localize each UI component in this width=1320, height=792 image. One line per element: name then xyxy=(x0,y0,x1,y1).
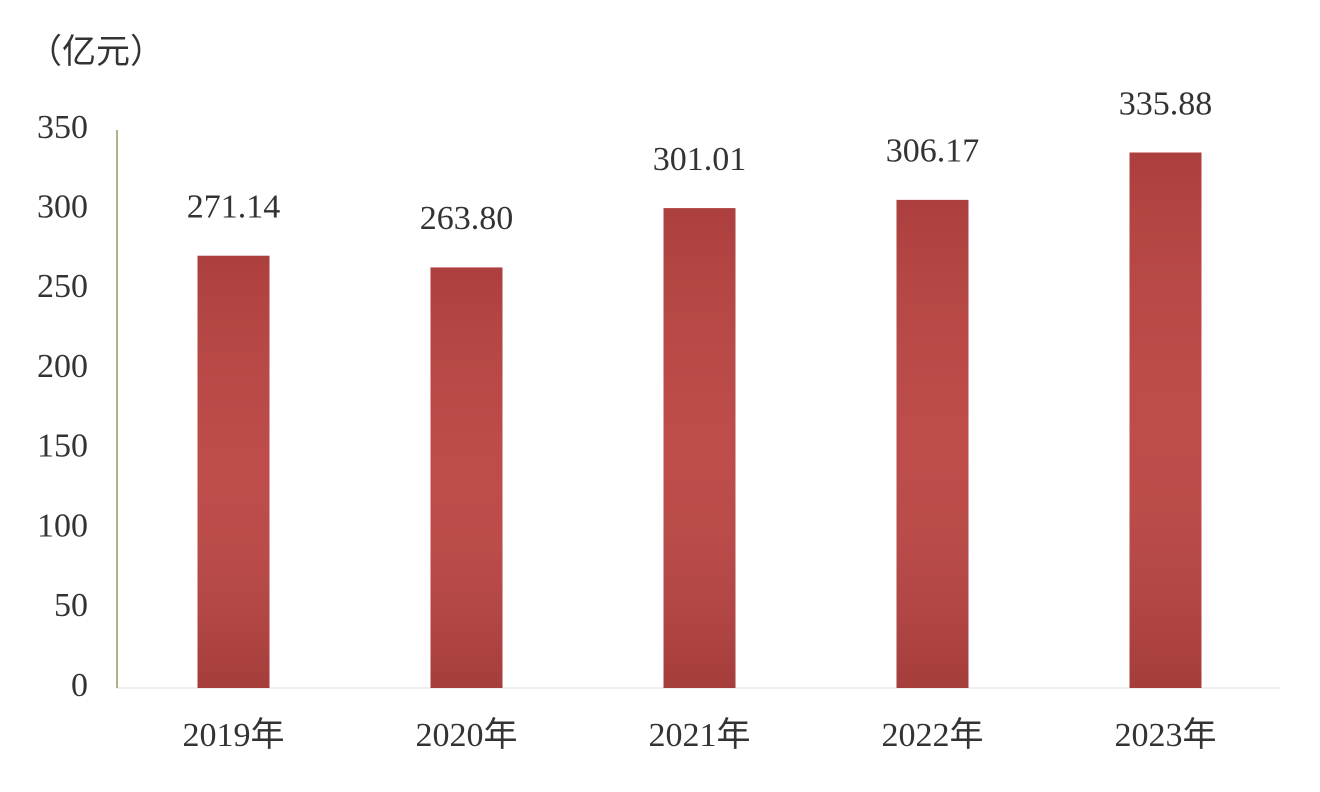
y-tick-label: 350 xyxy=(37,109,88,146)
value-label: 263.80 xyxy=(420,200,514,237)
bar-shade xyxy=(896,199,969,688)
bar-shade xyxy=(663,208,736,688)
y-tick-label: 250 xyxy=(37,268,88,305)
unit-label: （亿元） xyxy=(28,33,164,71)
y-tick-label: 0 xyxy=(71,667,88,704)
bar-shade xyxy=(1129,152,1202,689)
y-tick-label: 50 xyxy=(54,587,88,624)
y-tick-label: 100 xyxy=(37,507,88,544)
bar-shade xyxy=(197,255,270,688)
x-tick-label: 2019年 xyxy=(183,716,285,754)
value-label: 271.14 xyxy=(187,189,281,226)
value-label: 306.17 xyxy=(886,133,980,170)
value-label: 301.01 xyxy=(653,141,747,178)
y-tick-label: 150 xyxy=(37,428,88,465)
x-tick-label: 2022年 xyxy=(882,716,984,754)
bar-shade xyxy=(430,267,503,688)
y-tick-label: 300 xyxy=(37,189,88,226)
x-tick-label: 2021年 xyxy=(649,716,751,754)
x-tick-label: 2023年 xyxy=(1115,716,1217,754)
value-label: 335.88 xyxy=(1119,85,1213,122)
y-tick-label: 200 xyxy=(37,348,88,385)
x-tick-label: 2020年 xyxy=(416,716,518,754)
